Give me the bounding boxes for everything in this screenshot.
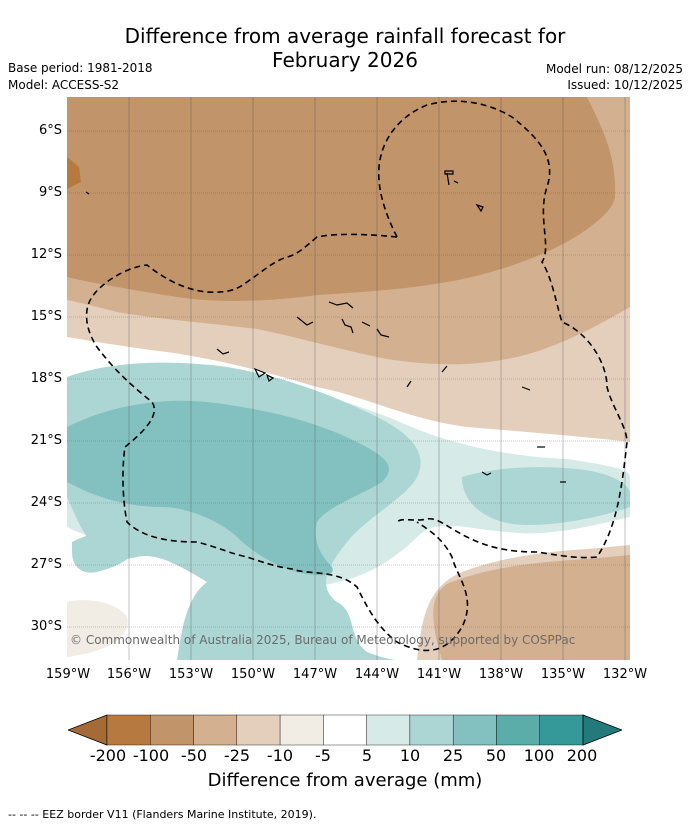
- lat-tick: 30°S: [30, 619, 62, 634]
- model-name: Model: ACCESS-S2: [8, 78, 120, 92]
- band-plus-10-east: [462, 467, 630, 525]
- colorbar-swatch: [150, 714, 194, 746]
- colorbar-swatch: [539, 714, 584, 746]
- lon-tick: 156°W: [106, 667, 152, 682]
- lat-tick: 15°S: [30, 309, 62, 324]
- chart-title-line1: Difference from average rainfall forecas…: [124, 24, 566, 48]
- rainfall-map: [67, 97, 630, 660]
- lon-tick: 135°W: [540, 667, 586, 682]
- issued-date: Issued: 10/12/2025: [567, 78, 683, 92]
- colorbar-arrow-low: [68, 714, 108, 746]
- colorbar-swatch: [106, 714, 151, 746]
- lat-tick: 27°S: [30, 557, 62, 572]
- lat-tick: 12°S: [30, 247, 62, 262]
- colorbar-label: -10: [266, 746, 294, 765]
- lat-tick: 24°S: [30, 495, 62, 510]
- lon-tick: 141°W: [416, 667, 462, 682]
- colorbar-swatch: [236, 714, 281, 746]
- lon-tick: 147°W: [292, 667, 338, 682]
- band-minus-50: [67, 97, 616, 301]
- model-run: Model run: 08/12/2025: [545, 62, 683, 76]
- colorbar-label: 100: [523, 746, 555, 765]
- band-plus-10-west: [72, 531, 136, 573]
- colorbar-label: -100: [132, 746, 170, 765]
- band-minus-25-south: [433, 555, 630, 660]
- colorbar-label: -200: [89, 746, 127, 765]
- eez-legend: -- -- -- EEZ border V11 (Flanders Marine…: [8, 808, 317, 821]
- islands: [85, 170, 566, 483]
- colorbar-swatch: [452, 714, 497, 746]
- lat-tick: 18°S: [30, 371, 62, 386]
- colorbar-label: 5: [361, 746, 373, 765]
- lat-tick: 9°S: [38, 185, 62, 200]
- lat-tick: 6°S: [38, 123, 62, 138]
- colorbar-swatch: [279, 714, 324, 746]
- grid-lines: [67, 97, 630, 660]
- colorbar-swatch: [323, 714, 367, 746]
- colorbar-label: 200: [566, 746, 598, 765]
- colorbar-swatch: [366, 714, 411, 746]
- lon-tick: 159°W: [45, 667, 91, 682]
- band-minus-10-sw: [67, 600, 128, 657]
- lon-tick: 132°W: [602, 667, 648, 682]
- band-minus-100: [67, 157, 81, 189]
- chart-title-line2: February 2026: [272, 48, 418, 72]
- colorbar-label: -25: [223, 746, 251, 765]
- lon-tick: 138°W: [478, 667, 524, 682]
- colorbar-label: 10: [399, 746, 421, 765]
- copyright-notice: © Commonwealth of Australia 2025, Bureau…: [70, 633, 576, 647]
- lon-tick: 150°W: [230, 667, 276, 682]
- eez-borders: [85, 100, 628, 652]
- colorbar-label: -5: [315, 746, 331, 765]
- colorbar-swatch: [409, 714, 454, 746]
- colorbar-swatch: [193, 714, 238, 746]
- lon-tick: 144°W: [354, 667, 400, 682]
- colorbar-arrow-high: [582, 714, 622, 746]
- lat-tick: 21°S: [30, 433, 62, 448]
- base-period: Base period: 1981-2018: [8, 61, 153, 75]
- band-plus-25: [67, 400, 389, 576]
- colorbar-label: -50: [180, 746, 208, 765]
- colorbar-title: Difference from average (mm): [207, 770, 483, 791]
- colorbar: [68, 714, 622, 746]
- colorbar-label: 50: [485, 746, 507, 765]
- lon-tick: 153°W: [168, 667, 214, 682]
- colorbar-label: 25: [442, 746, 464, 765]
- colorbar-swatch: [496, 714, 540, 746]
